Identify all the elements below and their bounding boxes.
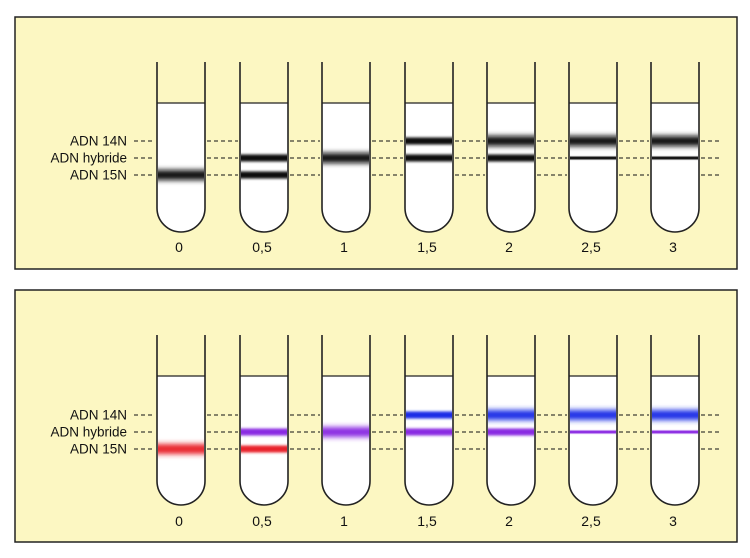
tube-0,5: 0,5 [239, 62, 289, 255]
dna-band-n14 [652, 410, 698, 420]
dna-band-hybrid [241, 154, 287, 162]
generation-label: 2,5 [581, 513, 601, 529]
dna-band-n14 [488, 410, 534, 420]
dna-band-n14 [570, 136, 616, 146]
dna-band-hybrid [241, 428, 287, 436]
generation-label: 1,5 [417, 513, 437, 529]
tube-outline [486, 62, 536, 233]
tube-2: 2 [486, 335, 536, 529]
generation-label: 2 [505, 513, 513, 529]
level-label-n15: ADN 15N [70, 168, 127, 183]
dna-band-hybrid [652, 430, 698, 434]
tube-outline [404, 335, 454, 506]
tube-liquid [651, 376, 699, 505]
tube-outline [568, 335, 618, 506]
generation-label: 3 [669, 239, 677, 255]
black-bands-panel: ADN 14N ADN hybride ADN 15N 0 0,5 1 1,5 2 2,5 3 [14, 16, 738, 270]
generation-label: 0 [175, 513, 183, 529]
level-label-n15: ADN 15N [70, 442, 127, 457]
tube-outline [650, 62, 700, 233]
colored-bands-panel: ADN 14N ADN hybride ADN 15N 0 0,5 1 1,5 2 2,5 3 [14, 289, 738, 543]
dna-band-n15 [158, 170, 204, 180]
generation-label: 1,5 [417, 239, 437, 255]
tube-liquid [157, 103, 205, 232]
tube-outline [321, 62, 371, 233]
tube-outline [239, 62, 289, 233]
dna-band-n14 [488, 136, 534, 146]
tube-2,5: 2,5 [568, 335, 618, 529]
level-label-hybrid: ADN hybride [50, 425, 127, 440]
dna-band-n15 [241, 445, 287, 453]
generation-label: 1 [340, 239, 348, 255]
tube-liquid [569, 103, 617, 232]
tube-liquid [322, 376, 370, 505]
dna-band-hybrid [488, 428, 534, 436]
generation-label: 3 [669, 513, 677, 529]
dna-band-hybrid [406, 428, 452, 436]
tube-1: 1 [321, 335, 371, 529]
level-label-n14: ADN 14N [70, 408, 127, 423]
tube-1: 1 [321, 62, 371, 255]
tube-2,5: 2,5 [568, 62, 618, 255]
tube-3: 3 [650, 335, 700, 529]
dna-band-hybrid [652, 156, 698, 160]
tube-outline [568, 62, 618, 233]
tube-2: 2 [486, 62, 536, 255]
generation-label: 1 [340, 513, 348, 529]
level-label-hybrid: ADN hybride [50, 151, 127, 166]
tube-0: 0 [156, 62, 206, 255]
tube-liquid [569, 376, 617, 505]
dna-band-n15 [158, 444, 204, 454]
tube-liquid [487, 376, 535, 505]
tube-liquid [240, 376, 288, 505]
dna-band-n15 [241, 171, 287, 179]
dna-band-n14 [652, 136, 698, 146]
tube-outline [156, 62, 206, 233]
generation-label: 2,5 [581, 239, 601, 255]
tube-1,5: 1,5 [404, 62, 454, 255]
dna-band-hybrid [406, 154, 452, 162]
tube-outline [239, 335, 289, 506]
tube-outline [486, 335, 536, 506]
tube-outline [321, 335, 371, 506]
dna-band-hybrid [570, 156, 616, 160]
tube-liquid [651, 103, 699, 232]
tube-liquid [405, 103, 453, 232]
tube-0,5: 0,5 [239, 335, 289, 529]
tube-3: 3 [650, 62, 700, 255]
tube-liquid [157, 376, 205, 505]
generation-label: 0,5 [252, 239, 272, 255]
generation-label: 2 [505, 239, 513, 255]
generation-label: 0,5 [252, 513, 272, 529]
tube-outline [404, 62, 454, 233]
dna-band-n14 [406, 411, 452, 419]
level-label-n14: ADN 14N [70, 134, 127, 149]
dna-band-hybrid [570, 430, 616, 434]
dna-band-hybrid [488, 154, 534, 162]
tube-liquid [240, 103, 288, 232]
dna-band-hybrid [323, 427, 369, 437]
generation-label: 0 [175, 239, 183, 255]
tube-1,5: 1,5 [404, 335, 454, 529]
dna-band-hybrid [323, 153, 369, 163]
tube-liquid [322, 103, 370, 232]
dna-band-n14 [406, 137, 452, 145]
tube-liquid [487, 103, 535, 232]
tube-outline [156, 335, 206, 506]
tube-liquid [405, 376, 453, 505]
tube-0: 0 [156, 335, 206, 529]
tube-outline [650, 335, 700, 506]
dna-band-n14 [570, 410, 616, 420]
